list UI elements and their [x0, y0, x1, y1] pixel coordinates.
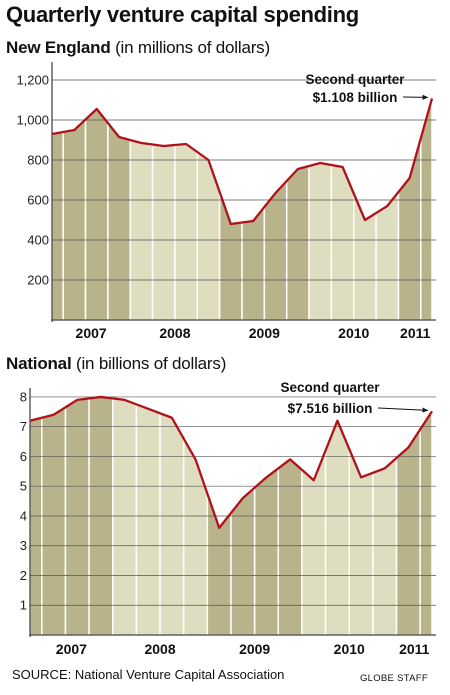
- nat-annotation-arrowhead: [422, 407, 428, 413]
- chart-title: Quarterly venture capital spending: [6, 2, 359, 27]
- ne-year-label: 2011: [400, 325, 431, 341]
- nat-ytick-label: 7: [20, 419, 27, 434]
- nat-area-q17: [395, 426, 421, 636]
- nat-year-label: 2011: [399, 641, 430, 657]
- nat-ytick-label: 3: [20, 538, 27, 553]
- ne-ytick-label: 1,000: [16, 113, 49, 128]
- ne-year-label: 2009: [249, 325, 280, 341]
- new-england-chart: 200 400 600 800 1,000 1,200 2007 2008 2009 2010 20…: [16, 62, 436, 341]
- nat-area-q2: [41, 405, 67, 636]
- national-subtitle: National (in billions of dollars): [6, 354, 226, 374]
- ne-year-label: 2010: [338, 325, 369, 341]
- ne-annotation-line1: Second quarter: [305, 72, 405, 87]
- nat-area-q14: [324, 418, 350, 636]
- nat-area-q12: [277, 458, 303, 636]
- ne-data-line: [51, 98, 434, 226]
- nat-year-label: 2007: [56, 641, 87, 657]
- nat-data-line: [29, 395, 433, 530]
- new-england-units: (in millions of dollars): [115, 38, 270, 57]
- nat-area-q11: [253, 466, 280, 636]
- new-england-title: New England: [6, 38, 111, 57]
- national-chart: 1 2 3 4 5 6 7 8 2007 2008 2009 2010 2011 Second quart…: [20, 380, 436, 657]
- ne-ytick-label: 400: [27, 233, 49, 248]
- ne-annotation-line2: $1.108 billion: [313, 90, 398, 105]
- source-note: SOURCE: National Venture Capital Associa…: [12, 667, 285, 682]
- new-england-subtitle: New England (in millions of dollars): [6, 38, 270, 58]
- ne-year-label: 2007: [76, 325, 107, 341]
- nat-area-q1: [29, 416, 43, 636]
- nat-annotation-line1: Second quarter: [280, 380, 380, 395]
- nat-ytick-label: 1: [20, 598, 27, 613]
- nat-year-label: 2008: [144, 641, 175, 657]
- national-title: National: [6, 354, 72, 373]
- nat-area-q16: [372, 456, 398, 636]
- nat-area-q3: [64, 397, 90, 636]
- ne-ytick-label: 1,200: [16, 73, 49, 88]
- ne-ytick-label: 600: [27, 193, 49, 208]
- nat-area-q9: [206, 493, 232, 636]
- nat-year-label: 2010: [334, 641, 365, 657]
- nat-ytick-label: 6: [20, 449, 27, 464]
- nat-area-q18: [419, 408, 433, 636]
- nat-ytick-label: 8: [20, 389, 27, 404]
- nat-annotation-arrow: [377, 407, 429, 411]
- ne-ytick-label: 200: [27, 273, 49, 288]
- ne-year-label: 2008: [159, 325, 190, 341]
- nat-area-q6: [135, 403, 161, 636]
- nat-area-q5: [112, 397, 138, 636]
- ne-annotation-arrowhead: [422, 94, 428, 100]
- nat-year-label: 2009: [239, 641, 270, 657]
- nat-area-q7: [159, 412, 185, 636]
- credit-note: GLOBE STAFF: [359, 673, 428, 684]
- ne-ytick-label: 800: [27, 153, 49, 168]
- nat-ytick-label: 5: [20, 479, 27, 494]
- nat-ytick-label: 4: [20, 508, 27, 523]
- nat-ytick-label: 2: [20, 568, 27, 583]
- national-units: (in billions of dollars): [76, 354, 227, 373]
- nat-annotation-line2: $7.516 billion: [288, 401, 373, 416]
